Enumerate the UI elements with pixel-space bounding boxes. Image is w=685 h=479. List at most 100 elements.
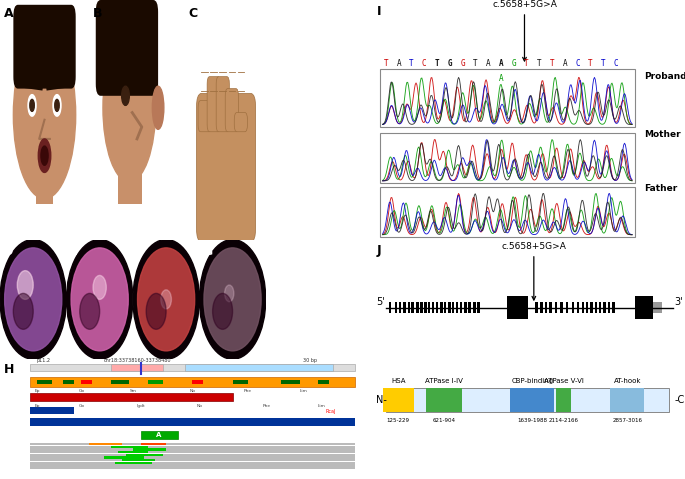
Bar (436, 302, 438, 313)
Bar (540, 302, 543, 313)
FancyBboxPatch shape (198, 101, 211, 132)
Text: 30 bp: 30 bp (303, 358, 317, 363)
Bar (82, 379, 92, 384)
Circle shape (199, 240, 266, 359)
Text: Proband: Proband (645, 72, 685, 81)
Bar (233, 379, 248, 384)
Bar (412, 302, 414, 313)
Circle shape (38, 139, 51, 172)
Text: Nb: Nb (197, 403, 203, 408)
Text: Lim: Lim (299, 389, 307, 393)
Bar (63, 379, 74, 384)
Text: Sm: Sm (129, 389, 136, 393)
Bar (126, 454, 163, 456)
Bar (29, 393, 233, 401)
Text: T: T (435, 59, 439, 68)
FancyBboxPatch shape (96, 0, 158, 96)
Bar (424, 302, 427, 313)
Circle shape (122, 86, 129, 105)
Text: C: C (614, 59, 619, 68)
Bar (37, 379, 52, 384)
Bar (426, 388, 462, 412)
Bar (192, 379, 203, 384)
Circle shape (146, 293, 166, 330)
Bar (612, 302, 614, 313)
Text: ATPase I-IV: ATPase I-IV (425, 378, 463, 384)
Text: G: G (460, 59, 465, 68)
Text: J: J (377, 244, 381, 257)
Bar (610, 388, 645, 412)
Bar (379, 69, 635, 127)
Circle shape (138, 248, 195, 351)
Circle shape (17, 271, 33, 299)
Circle shape (5, 248, 62, 351)
FancyBboxPatch shape (197, 93, 256, 242)
Bar (111, 446, 148, 448)
FancyBboxPatch shape (234, 113, 247, 132)
Text: D: D (4, 247, 13, 257)
Bar (103, 456, 145, 459)
Circle shape (30, 99, 34, 112)
Bar (403, 302, 406, 313)
FancyBboxPatch shape (216, 77, 229, 132)
Text: c.5658+5G>A: c.5658+5G>A (501, 242, 566, 300)
Text: Ep: Ep (34, 403, 40, 408)
Bar (477, 302, 480, 313)
Ellipse shape (103, 34, 155, 182)
Circle shape (13, 293, 33, 330)
Circle shape (204, 248, 261, 351)
Text: G: G (203, 247, 212, 257)
Bar (399, 302, 401, 313)
Text: H: H (3, 363, 14, 376)
Bar (635, 297, 653, 319)
Text: T: T (524, 59, 529, 68)
Text: C: C (422, 59, 427, 68)
Bar (590, 302, 593, 313)
Text: 3': 3' (674, 297, 683, 307)
Ellipse shape (152, 86, 164, 129)
Bar (408, 302, 410, 313)
Circle shape (212, 293, 232, 330)
Bar (448, 302, 451, 313)
Bar (122, 459, 155, 461)
Bar (36, 156, 53, 204)
Bar (119, 451, 148, 453)
Bar (440, 302, 443, 313)
Bar (185, 364, 333, 371)
Text: G: G (512, 59, 516, 68)
Bar (560, 302, 563, 313)
Bar (653, 302, 662, 313)
Text: C: C (575, 59, 580, 68)
Bar (29, 448, 355, 451)
Text: T: T (473, 59, 477, 68)
Text: Ep: Ep (34, 389, 40, 393)
Text: C: C (188, 7, 197, 20)
Bar (29, 377, 355, 387)
Text: A: A (486, 59, 490, 68)
Bar (428, 302, 430, 313)
Bar (549, 302, 552, 313)
Bar (582, 302, 584, 313)
Bar (318, 379, 329, 384)
Bar (556, 388, 571, 412)
Text: AT-hook: AT-hook (614, 378, 641, 384)
Text: Mother: Mother (645, 130, 681, 138)
Bar (29, 418, 355, 426)
Bar (379, 133, 635, 183)
Circle shape (0, 240, 66, 359)
Circle shape (71, 248, 128, 351)
Bar (29, 459, 355, 461)
Text: 5': 5' (377, 297, 385, 307)
Bar (89, 443, 122, 445)
Bar (464, 302, 467, 313)
Bar (29, 456, 355, 459)
Bar (29, 454, 355, 456)
FancyBboxPatch shape (14, 5, 75, 89)
Text: Lim: Lim (318, 403, 325, 408)
Circle shape (93, 275, 106, 299)
Text: Phe: Phe (244, 389, 252, 393)
Circle shape (79, 293, 100, 330)
Bar (555, 302, 557, 313)
Text: A: A (3, 7, 13, 20)
Bar (595, 302, 597, 313)
